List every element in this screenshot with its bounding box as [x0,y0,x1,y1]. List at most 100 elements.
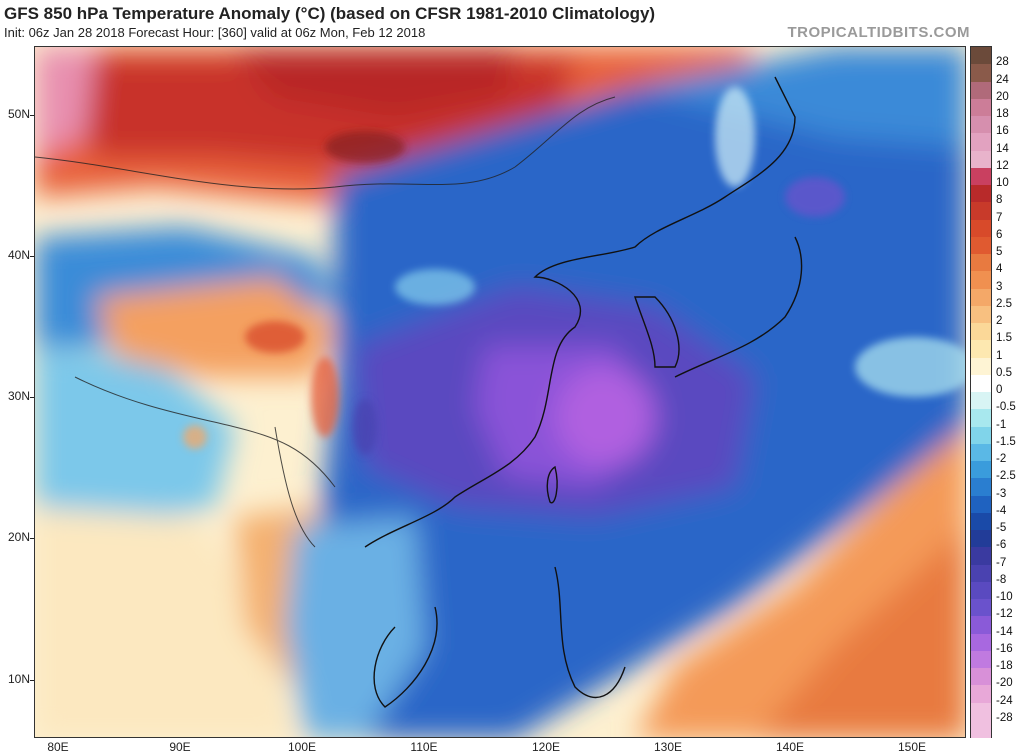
colorbar-label: 28 [996,56,1009,69]
colorbar-swatch [971,202,991,220]
colorbar-label: 16 [996,125,1009,138]
colorbar-swatch [971,392,991,410]
colorbar-label: 4 [996,263,1003,276]
colorbar-swatch [971,236,991,255]
colorbar-label: -2.5 [996,470,1016,483]
colorbar-label: 5 [996,246,1003,258]
colorbar-swatch [971,116,991,134]
colorbar-label: 3 [996,280,1003,293]
brand-watermark: TROPICALTIDBITS.COM [787,24,970,41]
colorbar-swatch [971,254,991,272]
colorbar-label: 7 [996,211,1003,224]
colorbar-swatch [971,495,991,514]
country-borders [35,96,616,548]
colorbar-label: 20 [996,90,1009,103]
latitude-tick [30,397,34,398]
colorbar-label: -7 [996,556,1007,569]
colorbar-swatch [971,702,991,721]
colorbar-swatch [971,564,991,583]
longitude-label: 150E [897,740,927,754]
colorbar-label: 6 [996,228,1003,241]
colorbar-label: -28 [996,711,1013,724]
latitude-label: 50N [7,107,30,121]
colorbar-label: 1 [996,349,1003,362]
colorbar-label: 14 [996,142,1009,155]
colorbar-label: -1 [996,418,1007,431]
colorbar-label: -12 [996,608,1013,621]
colorbar-swatch [971,185,991,203]
anomaly-details [183,87,965,455]
colorbar-swatch [971,633,991,652]
colorbar-swatch [971,305,991,324]
colorbar-label: -5 [996,522,1007,534]
colorbar-swatch [971,219,991,238]
longitude-label: 120E [531,740,561,754]
coastlines [364,76,803,708]
colorbar-swatch [971,98,991,117]
colorbar-swatch [971,478,991,496]
colorbar-label: 0 [996,384,1003,396]
colorbar-label: 0.5 [996,366,1012,379]
latitude-tick [30,538,34,539]
chart-subtitle: Init: 06z Jan 28 2018 Forecast Hour: [36… [4,25,426,40]
colorbar-swatch [971,167,991,186]
colorbar-swatch [971,461,991,479]
colorbar-label: 18 [996,108,1009,120]
colorbar-swatch [971,340,991,358]
latitude-label: 10N [7,672,30,686]
colorbar-swatch [971,374,991,393]
colorbar-swatch [971,133,991,151]
colorbar-label: -6 [996,539,1007,552]
longitude-label: 130E [653,740,683,754]
longitude-label: 100E [287,740,317,754]
colorbar-swatch [971,685,991,703]
anomaly-fields [35,47,965,737]
longitude-label: 140E [775,740,805,754]
colorbar-label: -3 [996,487,1007,500]
colorbar-swatch [971,719,991,738]
colorbar-swatch [971,547,991,565]
longitude-label: 90E [169,740,191,754]
colorbar-label: 2 [996,315,1003,327]
colorbar-label: -2 [996,453,1007,465]
colorbar-swatch [971,323,991,341]
colorbar-label: -10 [996,591,1013,603]
colorbar-swatch [971,64,991,82]
colorbar-swatch [971,530,991,548]
colorbar-label: 8 [996,194,1003,207]
colorbar [970,46,992,738]
colorbar-label: 12 [996,159,1009,172]
colorbar-label: 1.5 [996,332,1012,345]
longitude-label: 110E [410,740,438,754]
anomaly-map [34,46,966,738]
colorbar-swatch [971,599,991,617]
latitude-label: 20N [7,530,30,544]
latitude-tick [30,115,34,116]
longitude-label: 80E [47,740,69,754]
chart-title: GFS 850 hPa Temperature Anomaly (°C) (ba… [4,4,656,23]
colorbar-swatch [971,409,991,427]
colorbar-swatch [971,357,991,376]
colorbar-label: -20 [996,677,1013,690]
colorbar-swatch [971,81,991,100]
colorbar-swatch [971,650,991,669]
colorbar-swatch [971,668,991,686]
latitude-tick [30,256,34,257]
colorbar-label: -1.5 [996,435,1016,448]
colorbar-label: 10 [996,177,1009,189]
colorbar-swatch [971,616,991,634]
colorbar-swatch [971,443,991,462]
colorbar-label: -14 [996,625,1013,638]
colorbar-label: -24 [996,694,1013,707]
latitude-label: 40N [7,248,30,262]
colorbar-swatch [971,512,991,531]
latitude-tick [30,680,34,681]
colorbar-swatch [971,581,991,600]
anomaly-map-svg [35,47,965,737]
latitude-label: 30N [7,389,30,403]
colorbar-swatch [971,271,991,289]
colorbar-label: -18 [996,660,1013,672]
colorbar-swatch [971,426,991,445]
colorbar-label: -16 [996,642,1013,655]
colorbar-swatch [971,47,991,65]
